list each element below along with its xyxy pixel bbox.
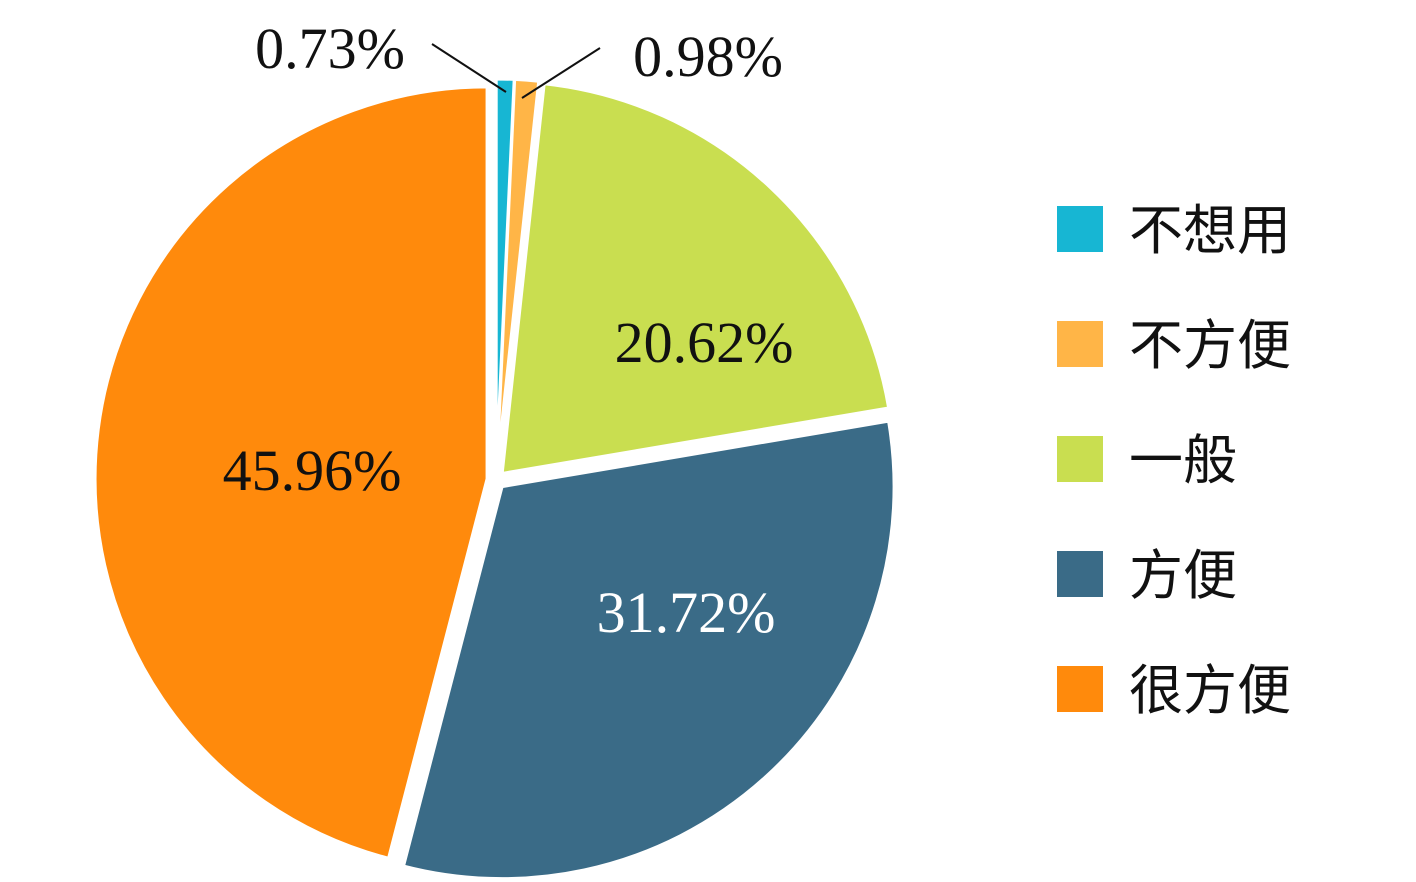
pie-slice-3 [500,82,891,476]
slice-value-label-2: 0.98% [633,24,783,89]
slice-value-labels: 0.73% 0.98% 20.62% 31.72% 45.96% [223,16,794,645]
leader-line-1 [431,43,507,93]
slice-value-label-1: 0.73% [255,16,405,81]
pie-slice-2 [495,77,541,472]
leader-lines [431,43,601,99]
legend-label-3: 一般 [1129,429,1237,492]
pie-slices [93,77,896,881]
legend-swatch-2 [1057,321,1103,367]
legend-label-1: 不想用 [1129,199,1291,262]
slice-value-label-5: 45.96% [223,438,402,503]
legend-swatch-4 [1057,551,1103,597]
legend-label-2: 不方便 [1129,314,1291,377]
slice-value-label-4: 31.72% [597,580,776,645]
pie-slice-4 [401,419,896,881]
legend-label-5: 很方便 [1129,659,1291,722]
leader-line-2 [521,47,601,99]
legend-swatch-1 [1057,206,1103,252]
legend-swatch-5 [1057,666,1103,712]
pie-slice-5 [93,85,489,861]
legend-label-4: 方便 [1129,544,1237,607]
legend-swatch-3 [1057,436,1103,482]
slice-value-label-3: 20.62% [615,310,794,375]
